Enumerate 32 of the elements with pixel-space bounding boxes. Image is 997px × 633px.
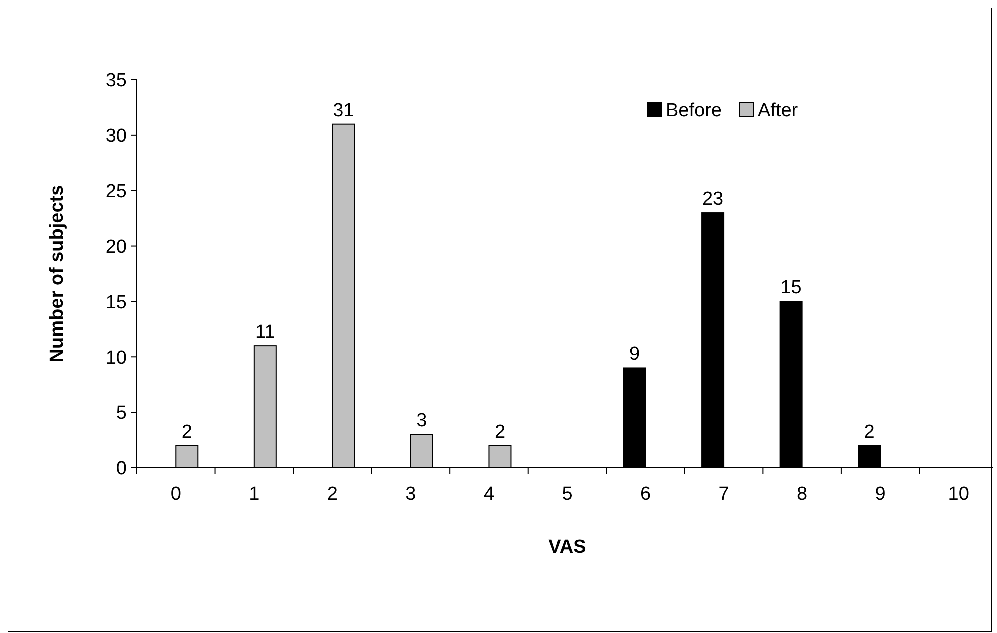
x-tick-label: 3 — [406, 484, 416, 505]
x-tick-label: 9 — [875, 484, 886, 505]
x-tick-label: 6 — [640, 484, 652, 505]
x-tick-label: 1 — [249, 484, 260, 505]
x-tick-label: 7 — [718, 484, 730, 505]
data-label: 23 — [702, 189, 724, 210]
y-tick-label: 0 — [116, 458, 127, 480]
y-tick-label: 25 — [106, 182, 127, 203]
data-label: 9 — [629, 344, 640, 366]
y-tick-label: 20 — [106, 236, 127, 258]
y-tick-label: 10 — [106, 348, 127, 369]
y-tick-label: 30 — [106, 126, 127, 148]
x-tick-label: 10 — [948, 484, 970, 505]
legend-label: Before — [666, 100, 722, 122]
data-label: 2 — [494, 422, 506, 443]
y-tick-label: 35 — [106, 70, 127, 92]
x-tick-label: 8 — [797, 484, 808, 505]
data-label: 31 — [333, 100, 354, 122]
y-tick-label: 15 — [106, 292, 127, 314]
y-axis-title: Number of subjects — [47, 185, 68, 363]
x-tick-label: 5 — [562, 484, 573, 505]
x-axis-title: VAS — [548, 537, 586, 558]
legend-label: After — [758, 100, 799, 122]
data-label: 3 — [416, 410, 428, 432]
x-tick-label: 2 — [327, 484, 338, 505]
x-tick-label: 4 — [484, 484, 495, 505]
data-label: 2 — [182, 422, 192, 443]
data-label: 2 — [864, 422, 875, 443]
data-label: 11 — [256, 322, 276, 344]
data-label: 15 — [780, 278, 802, 299]
x-tick-label: 0 — [170, 484, 182, 505]
y-tick-label: 5 — [116, 403, 127, 424]
